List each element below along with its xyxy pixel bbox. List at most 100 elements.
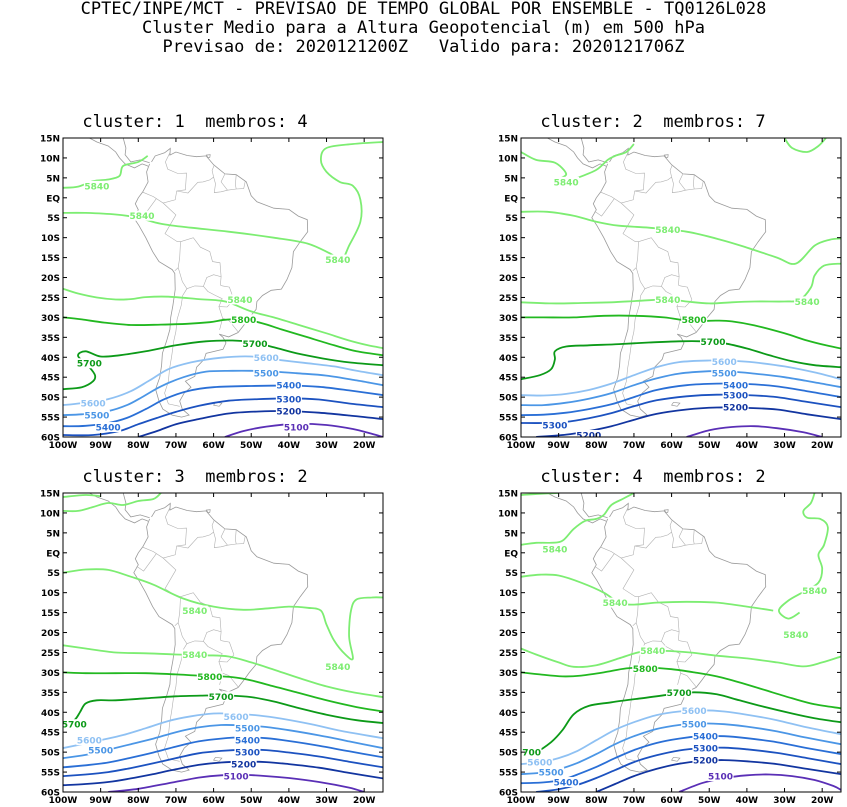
country-border <box>142 152 187 204</box>
lon-tick-label: 40W <box>278 796 301 803</box>
coastline <box>122 138 150 164</box>
contour-label: 5800 <box>231 316 256 326</box>
contour-label: 5200 <box>723 404 748 414</box>
lon-tick-label: 90W <box>547 441 570 450</box>
contour-label: 5600 <box>712 358 737 368</box>
contour-5400 <box>521 382 841 416</box>
country-border <box>176 164 215 194</box>
contour-label: 5300 <box>542 422 567 432</box>
country-border <box>644 274 693 300</box>
contour-label: 5840 <box>802 587 827 597</box>
contour-5840 <box>521 647 841 668</box>
contour-label: 5840 <box>227 296 252 306</box>
country-border <box>222 672 239 688</box>
contour-label-bg <box>722 380 749 391</box>
country-border <box>594 198 615 217</box>
contour-5840 <box>521 210 841 265</box>
country-border <box>671 532 704 548</box>
lat-tick-label: 60S <box>499 789 518 799</box>
lat-tick-label: 10N <box>498 154 518 164</box>
country-border <box>678 173 686 191</box>
contour-label: 5600 <box>224 713 249 723</box>
header-line-2: Cluster Medio para a Altura Geopotencial… <box>142 18 705 38</box>
map-svg: 5840 5840 5840 5840 5800 5700 5700 5600 5600 5500… <box>40 135 384 451</box>
contour-label-bg <box>181 649 208 660</box>
lon-tick-label: 70W <box>165 441 188 450</box>
lat-tick-label: 30S <box>499 669 518 679</box>
island <box>213 401 223 407</box>
contour-5840 <box>63 494 101 498</box>
country-border <box>644 629 693 655</box>
contour-label: 5400 <box>96 424 121 434</box>
lon-tick-label: 60W <box>660 796 683 803</box>
contour-label: 5100 <box>708 773 733 783</box>
contour-5840 <box>63 644 383 698</box>
country-border <box>605 520 607 524</box>
country-border <box>638 237 680 277</box>
contour-5840 <box>783 138 827 153</box>
lat-tick-label: 35S <box>499 689 518 699</box>
lat-tick-label: EQ <box>46 549 60 559</box>
lat-tick-label: 35S <box>499 334 518 344</box>
header-line-1: CPTEC/INPE/MCT - PREVISAO DE TEMPO GLOBA… <box>80 0 767 19</box>
contour-label-bg <box>681 314 708 325</box>
contour-label: 5600 <box>81 400 106 410</box>
lat-tick-label: 15S <box>499 254 518 264</box>
lon-tick-label: 70W <box>623 796 646 803</box>
country-border <box>220 528 228 546</box>
contour-label-bg <box>538 767 565 778</box>
lat-tick-label: 25S <box>499 294 518 304</box>
island <box>671 401 681 407</box>
contour-label-bg <box>95 422 122 433</box>
lat-tick-label: 5N <box>504 529 518 539</box>
lat-tick-label: EQ <box>504 549 518 559</box>
country-border <box>678 528 686 546</box>
contour-5800 <box>63 316 383 357</box>
lon-tick-label: 100W <box>507 796 536 803</box>
contour-5700 <box>63 339 383 391</box>
country-border <box>147 520 149 524</box>
contour-label-bg <box>253 352 280 363</box>
contour-label-bg <box>521 747 542 758</box>
contour-label-bg <box>692 731 719 742</box>
lon-tick-label: 100W <box>49 441 78 450</box>
map-svg: 5840584058405800570057005600560055005500… <box>40 490 384 806</box>
contour-label: 5840 <box>182 651 207 661</box>
lat-tick-label: 5S <box>505 214 518 224</box>
country-border <box>142 507 187 559</box>
lat-tick-label: 40S <box>499 354 518 364</box>
country-border <box>162 557 181 627</box>
contour-5840 <box>521 143 635 183</box>
country-border <box>600 507 645 559</box>
country-border <box>147 165 149 169</box>
coastline <box>122 493 150 519</box>
contour-label: 5200 <box>693 757 718 767</box>
contour-label: 5600 <box>527 759 552 769</box>
lon-tick-label: 20W <box>811 441 834 450</box>
header-line-3: Previsao de: 2020121200Z Valido para: 20… <box>162 37 685 57</box>
contour-label-bg <box>76 735 103 746</box>
contour-label: 5800 <box>633 665 658 675</box>
contour-5700 <box>521 691 841 757</box>
contour-label-bg <box>234 735 261 746</box>
contour-label: 5840 <box>603 599 628 609</box>
lat-tick-label: 15S <box>41 254 60 264</box>
contour-label: 5700 <box>516 749 541 759</box>
contour-label-bg <box>541 543 568 554</box>
contour-label-bg <box>794 296 821 307</box>
lon-tick-label: 50W <box>698 796 721 803</box>
lon-tick-label: 60W <box>660 441 683 450</box>
lon-tick-label: 60W <box>202 796 225 803</box>
map-frame <box>62 137 384 438</box>
lon-tick-label: 40W <box>736 796 759 803</box>
contour-label: 5840 <box>325 663 350 673</box>
contour-label-bg <box>226 294 253 305</box>
contour-label-bg <box>275 394 302 405</box>
contour-5800 <box>521 666 841 710</box>
contour-5400 <box>63 736 383 769</box>
contour-label-bg <box>632 663 659 674</box>
contour-5840 <box>63 568 383 661</box>
lat-tick-label: 60S <box>41 434 60 444</box>
lat-tick-label: 60S <box>41 789 60 799</box>
